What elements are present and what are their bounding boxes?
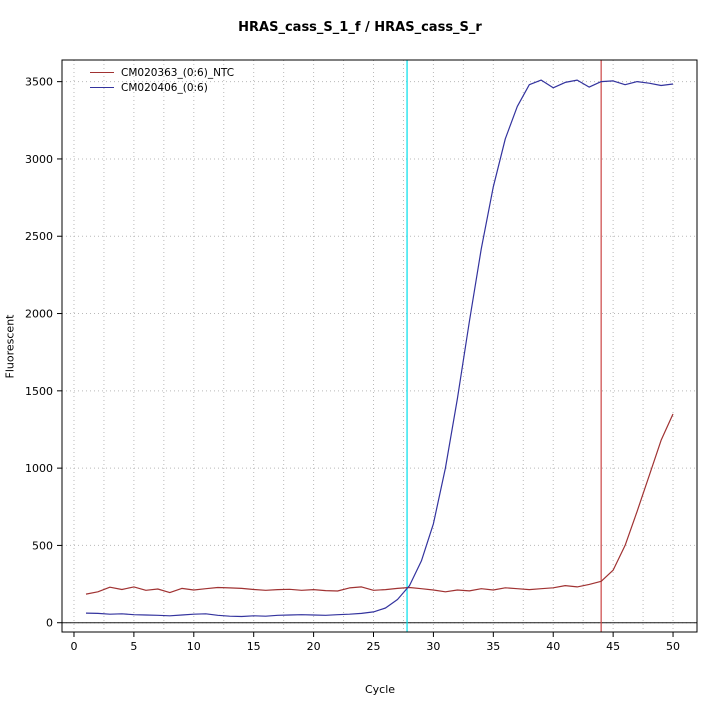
legend: CM020363_(0:6)_NTC CM020406_(0:6) — [90, 66, 234, 94]
y-tick-label: 1500 — [25, 385, 53, 398]
chart-title: HRAS_cass_S_1_f / HRAS_cass_S_r — [238, 20, 482, 35]
series-line-0 — [85, 413, 674, 595]
plot-border — [61, 59, 698, 633]
y-tick-label: 1000 — [25, 462, 53, 475]
x-tick-label: 0 — [70, 640, 77, 653]
series-line-1 — [85, 79, 674, 618]
x-tick-label: 40 — [546, 640, 560, 653]
y-tick-label: 3500 — [25, 76, 53, 89]
y-tick-label: 500 — [32, 539, 53, 552]
y-tick-label: 2500 — [25, 230, 53, 243]
y-tick-label: 0 — [46, 617, 53, 630]
x-tick-label: 45 — [606, 640, 620, 653]
x-tick-label: 5 — [130, 640, 137, 653]
x-tick-label: 35 — [486, 640, 500, 653]
legend-item: CM020406_(0:6) — [90, 81, 234, 94]
x-axis-label: Cycle — [364, 683, 396, 696]
x-tick-label: 25 — [367, 640, 381, 653]
legend-item: CM020363_(0:6)_NTC — [90, 66, 234, 79]
legend-line-sample-ntc — [90, 72, 114, 73]
y-tick-label: 3000 — [25, 153, 53, 166]
legend-label: CM020406_(0:6) — [121, 81, 208, 94]
x-tick-label: 15 — [247, 640, 261, 653]
x-tick-label: 20 — [307, 640, 321, 653]
legend-label: CM020363_(0:6)_NTC — [121, 66, 235, 79]
x-tick-label: 30 — [426, 640, 440, 653]
x-tick-label: 10 — [187, 640, 201, 653]
y-tick-label: 2000 — [25, 308, 53, 321]
legend-line-sample-target — [90, 87, 114, 88]
x-tick-label: 50 — [666, 640, 680, 653]
